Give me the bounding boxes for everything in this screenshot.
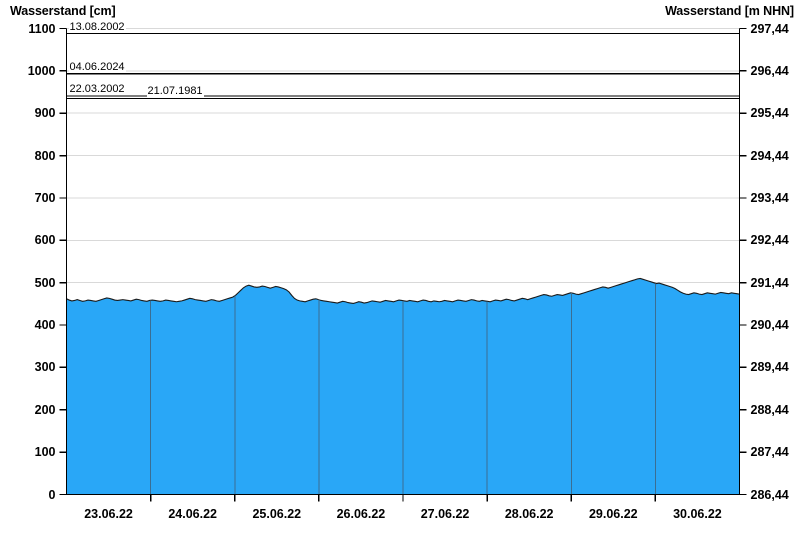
xtick-label-27.06.22: 27.06.22 bbox=[420, 506, 470, 521]
ytick-label-right-295,44: 295,44 bbox=[750, 106, 789, 121]
ticks-group bbox=[59, 27, 747, 502]
annotation-label-21.07.1981: 21.07.1981 bbox=[146, 85, 204, 98]
xtick-label-28.06.22: 28.06.22 bbox=[504, 506, 554, 521]
ytick-label-right-292,44: 292,44 bbox=[750, 233, 789, 248]
left-axis-title: Wasserstand [cm] bbox=[10, 4, 116, 18]
xtick-label-26.06.22: 26.06.22 bbox=[336, 506, 386, 521]
xtick-label-29.06.22: 29.06.22 bbox=[588, 506, 638, 521]
annotation-label-04.06.2024: 04.06.2024 bbox=[68, 60, 126, 73]
xtick-label-25.06.22: 25.06.22 bbox=[252, 506, 302, 521]
ytick-label-left-1100: 1100 bbox=[28, 21, 56, 36]
ytick-label-right-291,44: 291,44 bbox=[750, 275, 789, 290]
xtick-label-24.06.22: 24.06.22 bbox=[168, 506, 218, 521]
ytick-label-right-287,44: 287,44 bbox=[750, 445, 789, 460]
right-axis-title: Wasserstand [m NHN] bbox=[665, 4, 794, 18]
ytick-label-left-1000: 1000 bbox=[27, 63, 56, 78]
ytick-label-left-300: 300 bbox=[34, 360, 56, 375]
ytick-label-left-500: 500 bbox=[34, 275, 56, 290]
ytick-label-left-700: 700 bbox=[34, 190, 56, 205]
ytick-label-right-297,44: 297,44 bbox=[750, 21, 789, 36]
ytick-label-left-600: 600 bbox=[34, 233, 56, 248]
ytick-label-right-290,44: 290,44 bbox=[750, 318, 789, 333]
series-line-wasserstand bbox=[66, 277, 740, 305]
ytick-label-right-289,44: 289,44 bbox=[750, 360, 789, 375]
annotation-label-13.08.2002: 13.08.2002 bbox=[68, 20, 126, 33]
ytick-label-left-800: 800 bbox=[34, 148, 56, 163]
ytick-label-right-296,44: 296,44 bbox=[750, 63, 789, 78]
ytick-label-left-400: 400 bbox=[34, 318, 56, 333]
ytick-label-left-900: 900 bbox=[34, 106, 56, 121]
ytick-label-right-293,44: 293,44 bbox=[750, 190, 789, 205]
ytick-label-left-100: 100 bbox=[34, 445, 56, 460]
ytick-label-right-288,44: 288,44 bbox=[750, 402, 789, 417]
ytick-label-right-294,44: 294,44 bbox=[750, 148, 789, 163]
ytick-label-left-0: 0 bbox=[48, 487, 56, 502]
xtick-label-23.06.22: 23.06.22 bbox=[84, 506, 133, 521]
ytick-label-right-286,44: 286,44 bbox=[750, 487, 789, 502]
ytick-label-left-200: 200 bbox=[34, 402, 56, 417]
annotation-label-22.03.2002: 22.03.2002 bbox=[68, 82, 126, 95]
day-separator-group bbox=[150, 283, 656, 495]
xtick-label-30.06.22: 30.06.22 bbox=[673, 506, 722, 521]
